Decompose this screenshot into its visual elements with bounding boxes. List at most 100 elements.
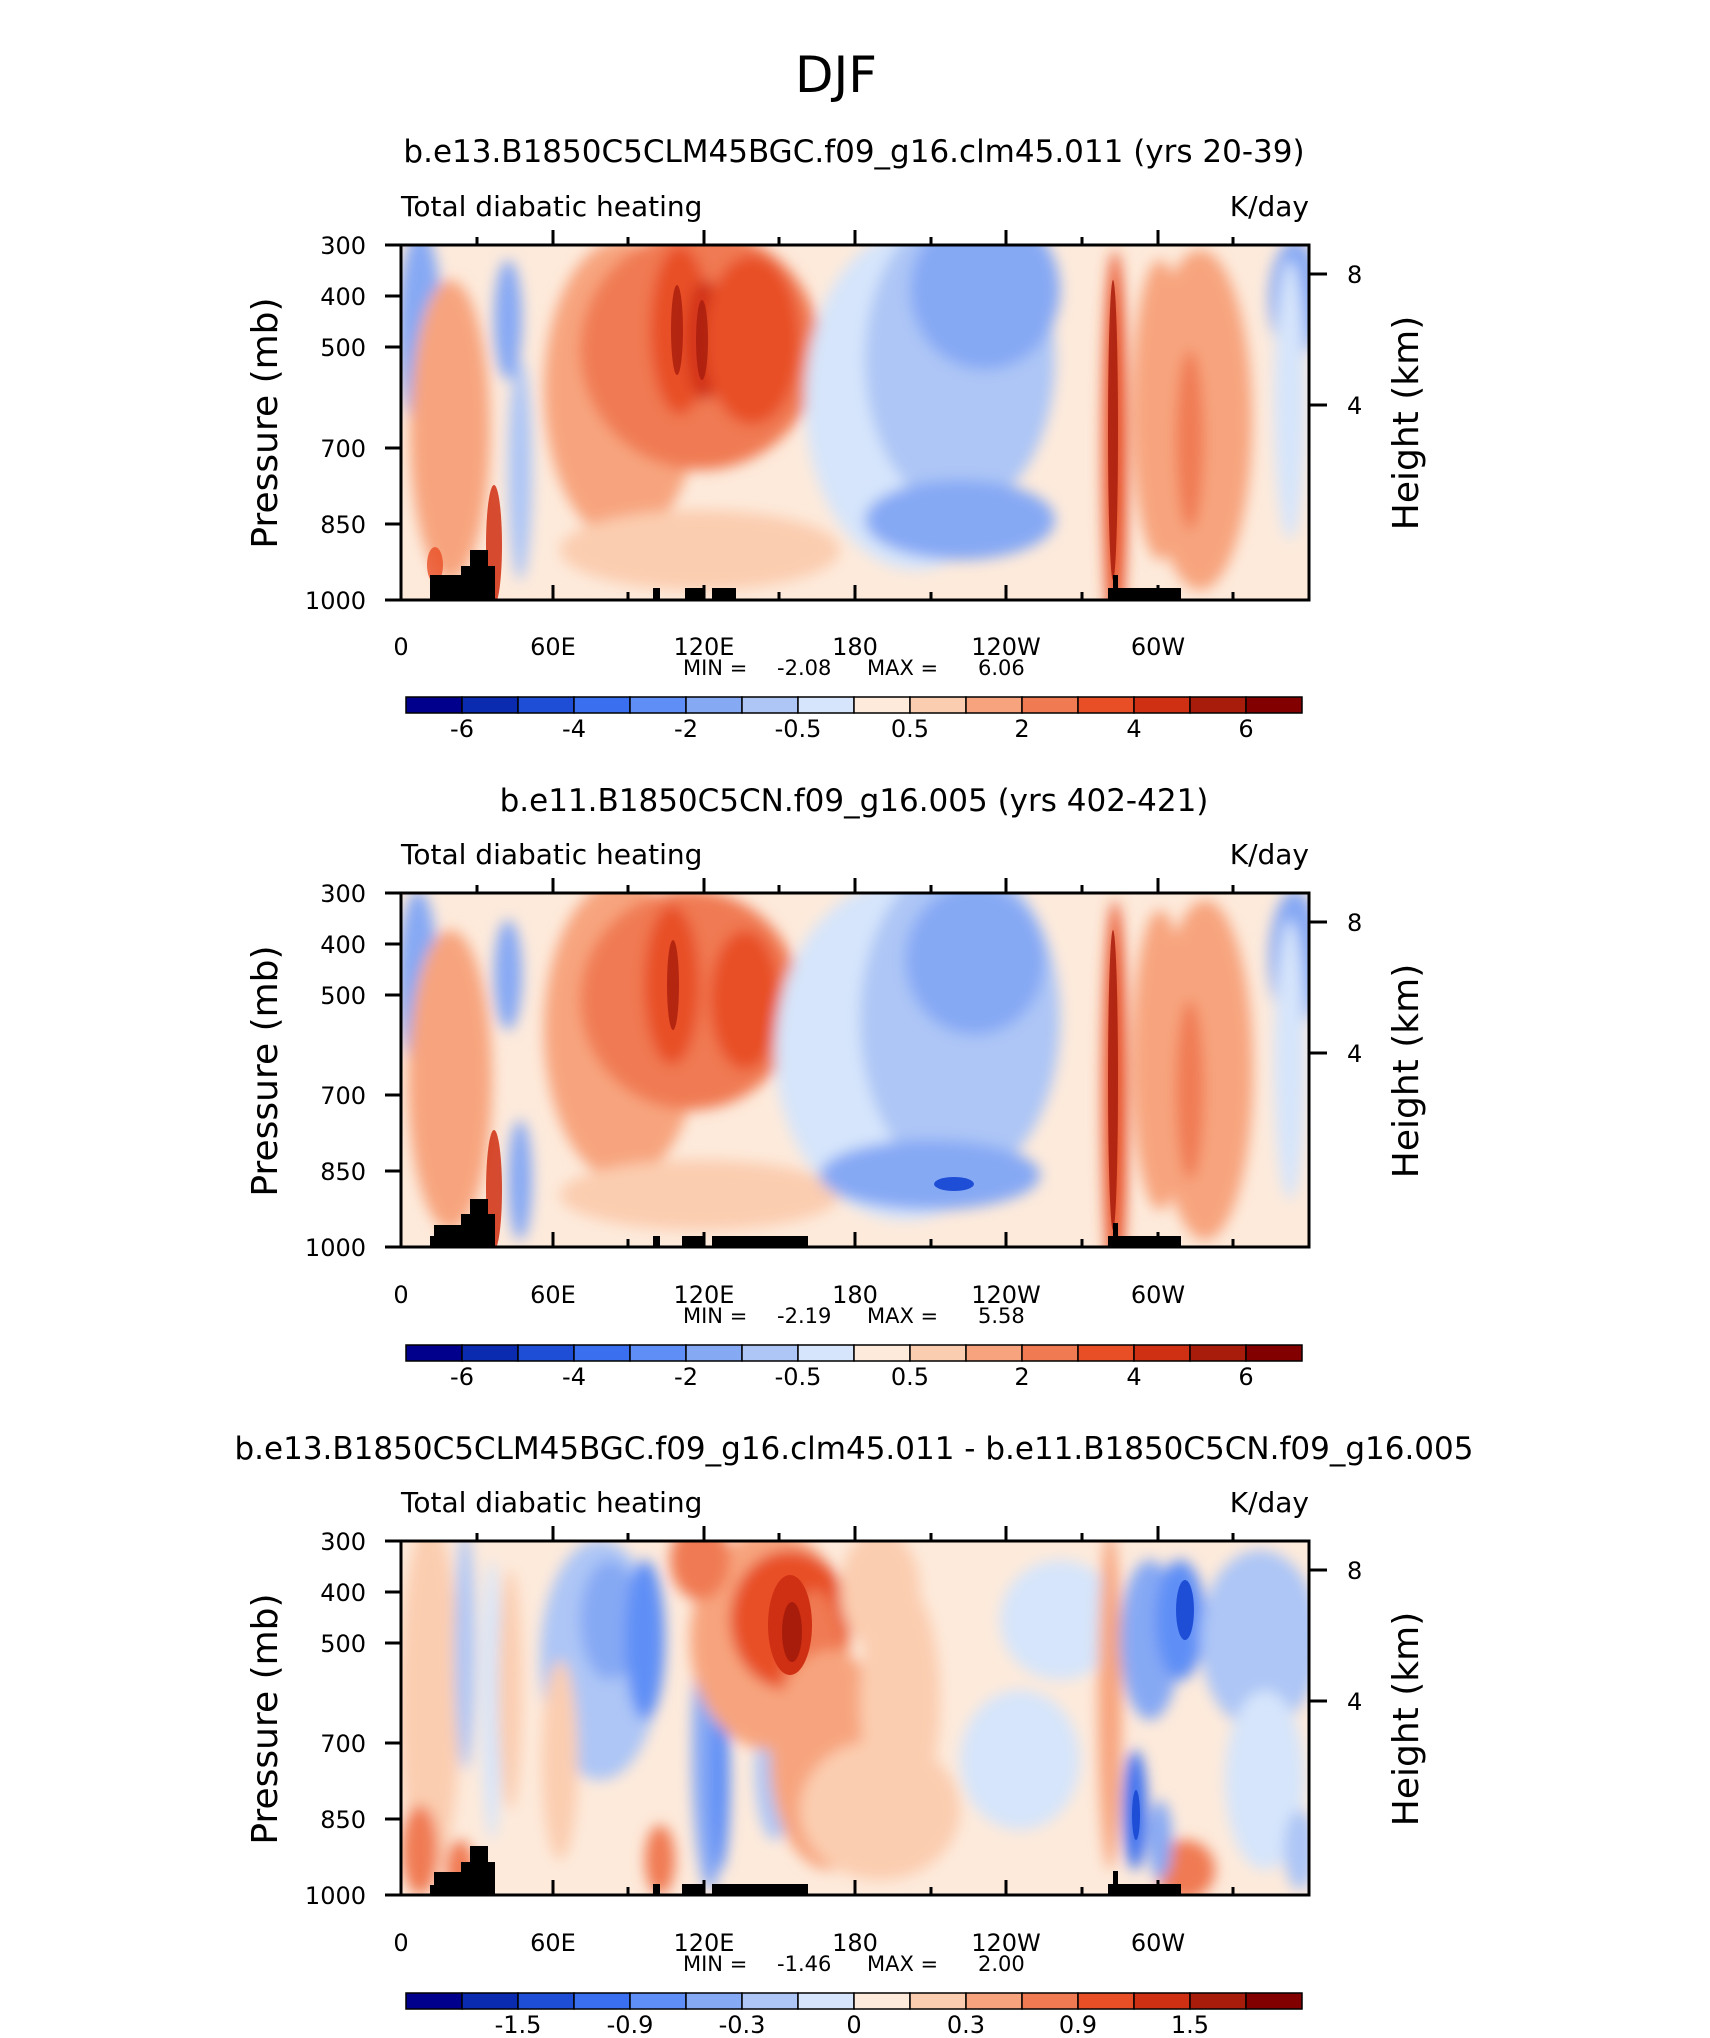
- colorbar-box: [1021, 696, 1079, 714]
- panel-2-ytick-400: 400: [320, 931, 366, 959]
- panel-1-ytick-850: 850: [320, 511, 366, 539]
- colorbar-box: [461, 1344, 519, 1362]
- panel-3-xtick-120E: 120E: [674, 1929, 735, 1957]
- colorbar-box: [685, 696, 743, 714]
- colorbar-box: [909, 696, 967, 714]
- panel-3-cbar-label: 1.5: [1171, 2011, 1209, 2038]
- panel-1-left-label: Total diabatic heating: [400, 190, 702, 223]
- panel-2-x-ticks: [475, 878, 1235, 1247]
- colorbar-box: [573, 1344, 631, 1362]
- panel-1: b.e13.B1850C5CLM45BGC.f09_g16.clm45.011 …: [245, 134, 1427, 743]
- panel-3-terrain: [430, 1846, 1181, 1895]
- panel-2-rtick-8: 8: [1347, 909, 1362, 937]
- panel-1-rtick-4: 4: [1347, 392, 1362, 420]
- colorbar-box: [909, 1344, 967, 1362]
- panel-2-xtick-60W: 60W: [1131, 1281, 1185, 1309]
- colorbar-box: [573, 696, 631, 714]
- colorbar-box: [741, 1992, 799, 2010]
- panel-3-xtick-60W: 60W: [1131, 1929, 1185, 1957]
- panel-2-xtick-120W: 120W: [971, 1281, 1041, 1309]
- panel-2-ytick-300: 300: [320, 880, 366, 908]
- colorbar-box: [797, 1344, 855, 1362]
- panel-2-max-label: MAX =: [867, 1304, 938, 1328]
- panel-2: b.e11.B1850C5CN.f09_g16.005 (yrs 402-421…: [245, 783, 1427, 1391]
- panel-2-ytick-1000: 1000: [305, 1234, 366, 1262]
- colorbar-box: [741, 696, 799, 714]
- colorbar-box: [405, 1344, 463, 1362]
- panel-3-y-ticks: [385, 1539, 1327, 1897]
- colorbar-box: [1077, 696, 1135, 714]
- panel-2-cbar-label: 4: [1126, 1363, 1141, 1391]
- colorbar-box: [517, 1344, 575, 1362]
- panel-1-cbar-label: 0.5: [891, 715, 929, 743]
- panel-1-cbar-label: 6: [1238, 715, 1253, 743]
- panel-3-title: b.e13.B1850C5CLM45BGC.f09_g16.clm45.011 …: [235, 1431, 1474, 1467]
- panel-2-cbar-label: -4: [562, 1363, 586, 1391]
- figure-title: DJF: [795, 46, 877, 104]
- panel-1-y-axis-title: Pressure (mb): [245, 297, 286, 548]
- panel-2-xtick-0: 0: [393, 1281, 408, 1309]
- panel-2-ytick-500: 500: [320, 982, 366, 1010]
- panel-1-ytick-500: 500: [320, 334, 366, 362]
- panel-3-max-label: MAX =: [867, 1952, 938, 1976]
- panel-1-xtick-60E: 60E: [530, 633, 576, 661]
- panel-1-cbar-label: -4: [562, 715, 586, 743]
- panel-2-y-axis-title: Pressure (mb): [245, 945, 286, 1196]
- colorbar-box: [629, 1992, 687, 2010]
- panel-2-left-label: Total diabatic heating: [400, 838, 702, 871]
- colorbar-box: [1245, 1344, 1303, 1362]
- panel-1-cbar-label: -0.5: [775, 715, 822, 743]
- colorbar-box: [741, 1344, 799, 1362]
- panel-3-right-label: K/day: [1230, 1486, 1309, 1519]
- panel-2-xtick-120E: 120E: [674, 1281, 735, 1309]
- panel-3-ytick-500: 500: [320, 1630, 366, 1658]
- colorbar-box: [685, 1992, 743, 2010]
- colorbar-box: [1245, 696, 1303, 714]
- panel-3-ytick-1000: 1000: [305, 1882, 366, 1910]
- panel-1-field: [401, 245, 1309, 600]
- panel-3-cbar-label: -0.9: [607, 2011, 654, 2038]
- panel-2-colorbar: -6 -4 -2 -0.5 0.5 2 4 6: [405, 1344, 1303, 1391]
- colorbar-box: [573, 1992, 631, 2010]
- panel-3-colorbar: -1.5 -0.9 -0.3 0 0.3 0.9 1.5: [405, 1992, 1303, 2038]
- colorbar-box: [965, 1344, 1023, 1362]
- panel-2-right-label: K/day: [1230, 838, 1309, 871]
- colorbar-box: [629, 1344, 687, 1362]
- colorbar-box: [1133, 1344, 1191, 1362]
- panel-1-max-value: 6.06: [978, 656, 1025, 680]
- colorbar-box: [965, 696, 1023, 714]
- panel-1-min-value: -2.08: [777, 656, 831, 680]
- panel-1-y-ticks: [385, 243, 1327, 602]
- colorbar-box: [461, 696, 519, 714]
- panel-3-y-axis-title: Pressure (mb): [245, 1593, 286, 1844]
- panel-1-ytick-400: 400: [320, 283, 366, 311]
- colorbar-box: [1021, 1344, 1079, 1362]
- panel-2-rtick-4: 4: [1347, 1040, 1362, 1068]
- panel-3-ytick-850: 850: [320, 1806, 366, 1834]
- colorbar-box: [1021, 1992, 1079, 2010]
- panel-2-min-label: MIN =: [683, 1304, 747, 1328]
- panel-3-x-ticks: [475, 1526, 1235, 1895]
- panel-2-cbar-label: -2: [674, 1363, 698, 1391]
- panel-2-title: b.e11.B1850C5CN.f09_g16.005 (yrs 402-421…: [500, 783, 1209, 819]
- panel-1-right-label: K/day: [1230, 190, 1309, 223]
- panel-3-xtick-120W: 120W: [971, 1929, 1041, 1957]
- panel-2-cbar-label: 0.5: [891, 1363, 929, 1391]
- colorbar-box: [517, 1992, 575, 2010]
- colorbar-box: [629, 696, 687, 714]
- panel-3-min-label: MIN =: [683, 1952, 747, 1976]
- colorbar-box: [1245, 1992, 1303, 2010]
- panel-1-colorbar: -6 -4 -2 -0.5 0.5 2 4 6: [405, 696, 1303, 743]
- colorbar-box: [405, 696, 463, 714]
- colorbar-box: [853, 1992, 911, 2010]
- colorbar-box: [461, 1992, 519, 2010]
- panel-3-cbar-label: -1.5: [495, 2011, 542, 2038]
- colorbar-box: [1133, 1992, 1191, 2010]
- panel-3-xtick-0: 0: [393, 1929, 408, 1957]
- panel-1-title: b.e13.B1850C5CLM45BGC.f09_g16.clm45.011 …: [403, 134, 1304, 170]
- panel-3-field: [401, 1541, 1309, 1895]
- panel-2-xtick-60E: 60E: [530, 1281, 576, 1309]
- panel-1-xtick-120E: 120E: [674, 633, 735, 661]
- panel-3: b.e13.B1850C5CLM45BGC.f09_g16.clm45.011 …: [235, 1431, 1474, 2038]
- panel-2-xtick-180: 180: [832, 1281, 878, 1309]
